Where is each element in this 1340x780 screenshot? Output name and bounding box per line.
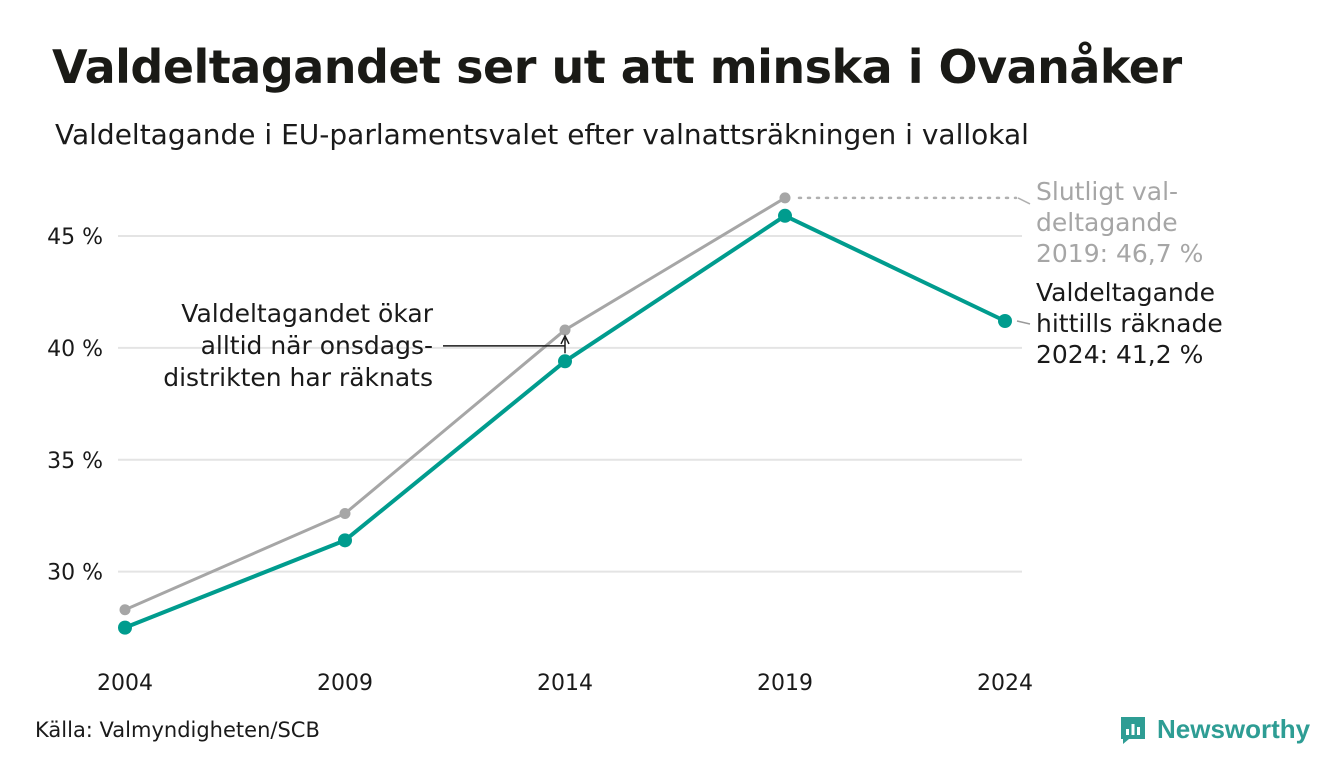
newsworthy-logo-icon [1121, 716, 1145, 744]
annotation-counted-2024: Valdeltagande hittills räknade 2024: 41,2 … [1036, 278, 1223, 369]
y-tick-label-35: 35 % [47, 449, 103, 474]
leader-counted-2024 [1016, 320, 1031, 325]
x-tick-label-2019: 2019 [757, 671, 813, 696]
series-layer [118, 192, 1012, 635]
point-counted-2024 [998, 314, 1012, 328]
series-line-counted [124, 213, 1006, 630]
point-counted-2004 [118, 620, 132, 635]
leader-final-2019-tail [1017, 197, 1031, 205]
brand-name: Newsworthy [1157, 714, 1311, 744]
point-final-2014 [559, 324, 571, 336]
source-note: Källa: Valmyndigheten/SCB [35, 718, 320, 742]
newsworthy-logo: Newsworthy [1119, 714, 1310, 745]
point-final-2004 [119, 604, 131, 616]
y-tick-label-30: 30 % [47, 561, 103, 586]
annotation-wednesday: Valdeltagandet ökar alltid när onsdags-di… [163, 299, 433, 392]
y-tick-label-45: 45 % [47, 225, 103, 250]
annotation-wednesday-line: Valdeltagandet ökar [181, 299, 433, 328]
annotation-counted-2024-line: Valdeltagande [1036, 278, 1215, 307]
series-line-final [124, 196, 786, 612]
arrow-wednesday-head [560, 334, 570, 345]
annotation-wednesday-line: distrikten har räknats [163, 363, 433, 392]
annotation-counted-2024-line: hittills räknade [1036, 309, 1223, 338]
x-tick-label-2024: 2024 [977, 671, 1033, 696]
chart-title: Valdeltagandet ser ut att minska i Ovanå… [52, 40, 1182, 94]
annotation-wednesday-line: alltid när onsdags- [201, 331, 433, 360]
y-axis-ticks: 30 % 35 % 40 % 45 % [47, 225, 103, 586]
y-tick-label-40: 40 % [47, 337, 103, 362]
point-final-2009 [339, 507, 351, 519]
annotation-final-2019: Slutligt val-deltagande 2019: 46,7 % [1036, 177, 1203, 268]
gridlines [118, 234, 1022, 573]
x-axis-ticks: 2004 2009 2014 2019 2024 [97, 671, 1033, 696]
point-counted-2019 [778, 208, 792, 223]
x-tick-label-2004: 2004 [97, 671, 153, 696]
x-tick-label-2009: 2009 [317, 671, 373, 696]
chart-subtitle: Valdeltagande i EU-parlamentsvalet efter… [55, 118, 1029, 151]
point-final-2019 [779, 192, 791, 204]
annotation-final-2019-line: deltagande [1036, 208, 1178, 237]
point-counted-2014 [558, 354, 572, 369]
annotations-layer: Slutligt val-deltagande 2019: 46,7 % Valde… [163, 177, 1222, 392]
annotation-final-2019-line: Slutligt val- [1036, 177, 1178, 206]
annotation-counted-2024-line: 2024: 41,2 % [1036, 340, 1203, 369]
point-counted-2009 [338, 533, 352, 548]
annotation-final-2019-line: 2019: 46,7 % [1036, 239, 1203, 268]
x-tick-label-2014: 2014 [537, 671, 593, 696]
